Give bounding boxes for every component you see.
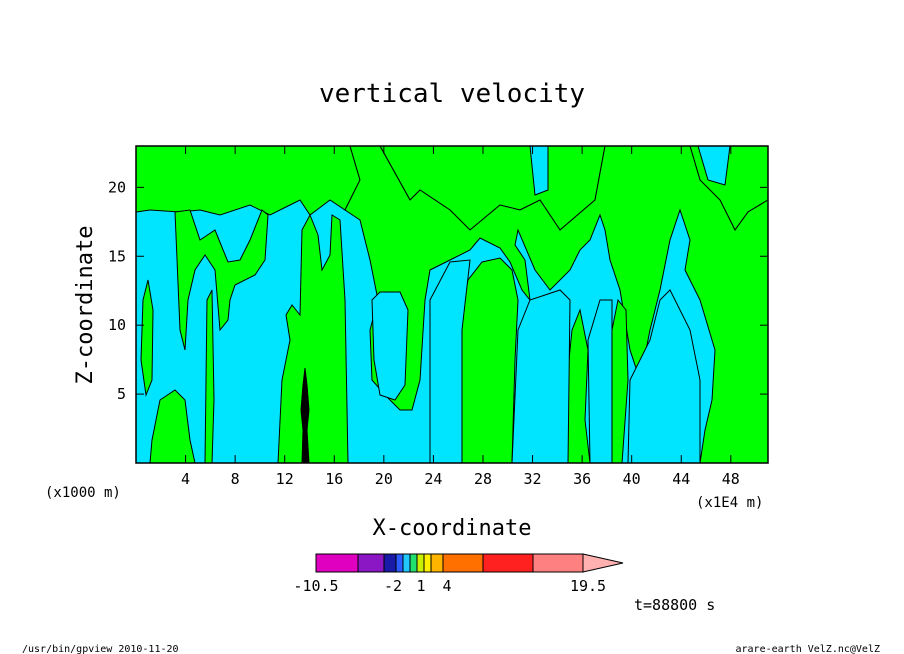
colorbar-tick-label: 1 [416, 577, 425, 595]
negative-island-3 [511, 289, 571, 464]
colorbar-segment [409, 553, 418, 573]
x-unit-note: (x1E4 m) [696, 495, 763, 511]
negative-island-1 [371, 291, 409, 401]
x-axis: 4 8 12 16 20 24 28 32 36 40 44 48 [181, 146, 740, 488]
colorbar-segment [482, 553, 534, 573]
y-tick-label: 20 [108, 178, 126, 196]
y-axis-label: Z-coordinate [73, 226, 98, 385]
positive-region-left-3 [204, 289, 215, 464]
strong-updraft-core [300, 367, 310, 464]
y-tick-label: 10 [108, 316, 126, 334]
colorbar-tick-label: 19.5 [570, 577, 606, 595]
positive-region-left-2 [149, 389, 196, 464]
colorbar-tick-label: -10.5 [293, 577, 338, 595]
chart-title: vertical velocity [319, 79, 585, 109]
x-axis-label: X-coordinate [373, 516, 532, 541]
negative-islands [371, 145, 731, 464]
y-axis: 5 10 15 20 [108, 178, 768, 403]
colorbar-segment [315, 553, 359, 573]
x-tick-label: 16 [325, 470, 343, 488]
x-tick-label: 20 [375, 470, 393, 488]
positive-region-center [277, 213, 349, 464]
x-tick-label: 40 [623, 470, 641, 488]
x-tick-label: 48 [722, 470, 740, 488]
y-tick-label: 15 [108, 247, 126, 265]
positive-region-left-1 [140, 279, 154, 397]
colorbar-segment [532, 553, 584, 573]
colorbar-segment [442, 553, 484, 573]
colorbar-segment [402, 553, 411, 573]
x-tick-label: 32 [524, 470, 542, 488]
x-tick-label: 24 [424, 470, 442, 488]
colorbar-tick-label: 4 [442, 577, 451, 595]
time-label: t=88800 s [634, 596, 715, 614]
y-tick-label: 5 [117, 385, 126, 403]
footer-left: /usr/bin/gpview 2010-11-20 [22, 644, 179, 654]
positive-region-hump [459, 257, 519, 464]
x-tick-label: 12 [276, 470, 294, 488]
colorbar-segment [357, 553, 385, 573]
colorbar-segment [395, 553, 404, 573]
positive-region-mid [344, 145, 769, 464]
y-unit-note: (x1000 m) [45, 485, 121, 501]
x-tick-label: 28 [474, 470, 492, 488]
x-tick-label: 36 [573, 470, 591, 488]
colorbar-segment [423, 553, 432, 573]
colorbar-tick-label: -2 [384, 577, 402, 595]
x-tick-label: 4 [181, 470, 190, 488]
colorbar-labels: -10.5 -2 1 4 19.5 [293, 577, 606, 595]
negative-island-5 [627, 289, 701, 464]
colorbar [315, 553, 624, 573]
plot-frame [135, 145, 769, 464]
colorbar-segment [430, 553, 444, 573]
colorbar-segment [416, 553, 425, 573]
x-tick-label: 8 [231, 470, 240, 488]
positive-region-left-4 [174, 209, 269, 351]
x-tick-label: 44 [672, 470, 690, 488]
colorbar-segment [383, 553, 397, 573]
footer-right: arare-earth_VelZ.nc@VelZ [736, 644, 881, 654]
colorbar-overflow-arrow [582, 553, 624, 573]
